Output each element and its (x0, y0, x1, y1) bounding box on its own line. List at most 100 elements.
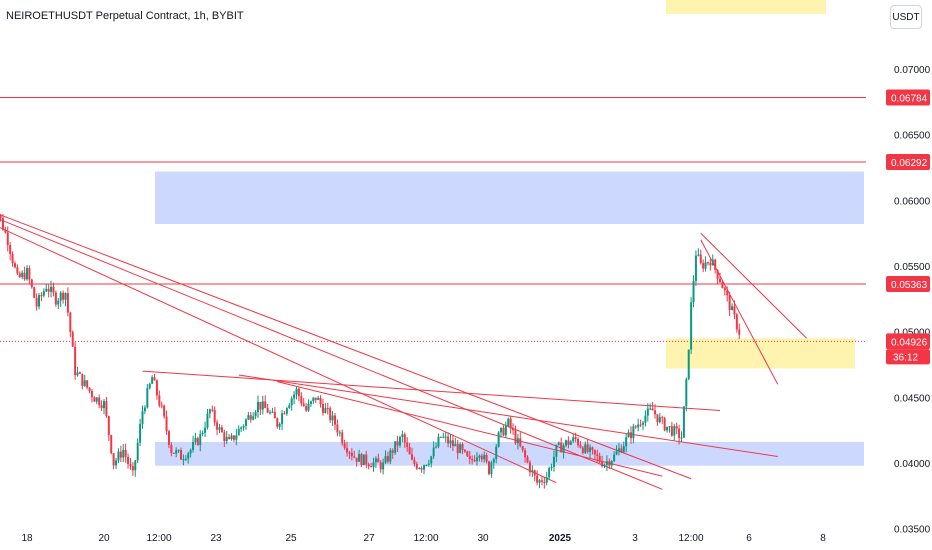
candle-body (685, 379, 688, 407)
candle-body (136, 442, 139, 461)
candle-body (119, 451, 122, 458)
candle-body (702, 263, 705, 269)
y-tick-label: 0.05500 (894, 262, 931, 273)
candle-body (377, 458, 380, 463)
candle-body (170, 444, 173, 453)
candle-body (531, 470, 534, 473)
candle-body (661, 417, 664, 419)
candle-body (673, 426, 676, 436)
candle-body (232, 435, 235, 440)
candle-body (83, 380, 86, 386)
candle-body (497, 432, 500, 447)
candle-body (288, 405, 291, 409)
candle-body (379, 462, 382, 470)
candle-body (644, 415, 647, 423)
candle-body (495, 446, 498, 460)
candle-body (589, 447, 592, 452)
candle-body (208, 409, 211, 414)
candle-body (524, 450, 527, 458)
candle-body (50, 286, 53, 292)
candle-body (324, 408, 327, 413)
candle-body (733, 306, 736, 315)
candle-body (413, 459, 416, 465)
candle-body (216, 422, 219, 430)
candle-body (47, 288, 50, 292)
candle-body (697, 254, 700, 256)
candle-body (237, 428, 240, 436)
candle-body (423, 465, 426, 470)
candle-body (519, 438, 522, 447)
candle-body (329, 408, 332, 421)
candle-body (223, 432, 226, 441)
candle-body (153, 377, 156, 381)
candle-body (18, 273, 21, 277)
candle-body (290, 398, 293, 406)
candle-body (180, 450, 182, 460)
candle-body (586, 444, 589, 452)
candle-body (127, 456, 130, 465)
candle-body (728, 295, 731, 311)
candle-body (326, 408, 329, 410)
candle-body (300, 396, 303, 404)
candle-body (317, 397, 320, 400)
candle-body (391, 450, 394, 453)
candle-body (569, 441, 572, 445)
candle-body (605, 461, 608, 465)
candle-body (257, 401, 259, 413)
candle-body (396, 441, 399, 446)
candle-body (548, 468, 551, 478)
candle-body (738, 329, 741, 335)
candle-body (343, 443, 346, 449)
level-price-label-bg (886, 276, 930, 293)
candle-body (74, 346, 77, 376)
candle-body (1, 218, 4, 230)
x-tick-label: 27 (363, 533, 375, 544)
candle-body (370, 466, 373, 468)
candle-body (189, 449, 192, 454)
x-tick-label: 3 (632, 533, 638, 544)
candle-body (533, 470, 536, 476)
candle-body (680, 437, 683, 439)
candle-body (11, 254, 14, 264)
candle-body (269, 412, 272, 414)
candle-body (591, 447, 594, 450)
candle-body (293, 394, 296, 399)
candle-body (45, 288, 48, 292)
currency-button[interactable]: USDT (890, 5, 922, 29)
candle-body (146, 388, 149, 408)
candle-body (143, 407, 146, 412)
candle-body (658, 417, 661, 423)
candle-body (131, 466, 134, 471)
candle-body (480, 455, 483, 460)
candle-body (124, 449, 127, 457)
candle-body (562, 445, 565, 453)
candle-body (442, 436, 445, 438)
candle-body (252, 416, 255, 420)
candle-body (668, 426, 671, 428)
candle-body (456, 444, 459, 454)
candle-body (437, 436, 440, 447)
candle-body (278, 423, 281, 427)
level-price-label-bg (886, 89, 930, 106)
candle-body (100, 405, 103, 409)
candle-body (98, 397, 101, 406)
candle-body (670, 426, 673, 436)
candle-body (682, 406, 685, 438)
candle-body (93, 397, 96, 402)
candle-body (492, 459, 495, 463)
candle-body (307, 403, 310, 411)
candle-body (439, 436, 442, 438)
candle-body (163, 405, 166, 417)
candle-body (57, 300, 60, 305)
x-tick-label: 25 (285, 533, 297, 544)
candle-body (687, 349, 690, 380)
candle-body (447, 436, 450, 444)
candle-body (129, 464, 132, 467)
candle-body (471, 458, 474, 461)
candle-body (473, 460, 476, 462)
trend-line (142, 370, 721, 411)
candle-body (266, 408, 269, 413)
trend-line (277, 381, 663, 477)
candle-body (240, 427, 243, 429)
